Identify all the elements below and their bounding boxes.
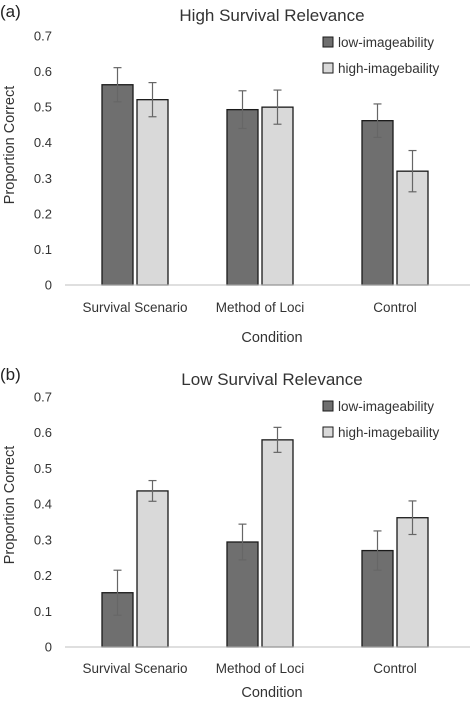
x-category-label: Control xyxy=(373,661,417,676)
y-tick-label: 0.1 xyxy=(34,242,52,257)
y-tick-label: 0.4 xyxy=(34,135,52,150)
x-category-label: Method of Loci xyxy=(216,661,305,676)
bar-high-imageability xyxy=(136,490,169,648)
legend-swatch-high xyxy=(322,62,334,74)
chart-title: High Survival Relevance xyxy=(179,6,364,25)
x-category-label: Survival Scenario xyxy=(82,300,187,315)
bar-high-imageability xyxy=(261,439,294,648)
y-tick-label: 0.7 xyxy=(34,390,52,405)
y-tick-label: 0.3 xyxy=(34,171,52,186)
y-tick-label: 0.4 xyxy=(34,497,52,512)
y-tick-label: 0.1 xyxy=(34,604,52,619)
y-axis-title: Proportion Correct xyxy=(2,446,18,564)
chart-title: Low Survival Relevance xyxy=(181,370,362,389)
bar-high-imageability xyxy=(396,517,429,648)
bar-high-imageability xyxy=(136,99,169,286)
legend-label: low-imageability xyxy=(338,399,434,414)
panel-label: (a) xyxy=(0,2,21,21)
y-tick-label: 0 xyxy=(45,278,52,293)
y-tick-label: 0.5 xyxy=(34,461,52,476)
y-tick-label: 0 xyxy=(45,640,52,655)
y-tick-label: 0.2 xyxy=(34,568,52,583)
bar-low-imageability xyxy=(361,120,394,286)
x-category-label: Survival Scenario xyxy=(82,661,187,676)
y-tick-label: 0.3 xyxy=(34,532,52,547)
bar-low-imageability xyxy=(101,84,134,286)
legend-swatch-high xyxy=(322,426,334,438)
legend-label: high-imagebaility xyxy=(338,61,440,76)
x-category-label: Control xyxy=(373,300,417,315)
x-axis-title: Condition xyxy=(241,685,302,701)
y-tick-label: 0.7 xyxy=(34,29,52,44)
panel-label: (b) xyxy=(0,365,21,384)
y-tick-label: 0.6 xyxy=(34,425,52,440)
legend-swatch-low xyxy=(322,36,334,48)
x-axis-title: Condition xyxy=(241,330,302,346)
legend-label: high-imagebaility xyxy=(338,425,440,440)
y-axis-title: Proportion Correct xyxy=(2,86,18,204)
y-tick-label: 0.6 xyxy=(34,64,52,79)
y-tick-label: 0.5 xyxy=(34,100,52,115)
chart-panel-a: (a) High Survival Relevance Proportion Cor… xyxy=(0,2,470,346)
bar-high-imageability xyxy=(261,106,294,286)
chart-panel-b: (b) Low Survival Relevance Proportion Corr… xyxy=(0,365,470,701)
x-category-label: Method of Loci xyxy=(216,300,305,315)
legend-swatch-low xyxy=(322,400,334,412)
y-tick-label: 0.2 xyxy=(34,206,52,221)
bar-low-imageability xyxy=(226,108,259,286)
legend-label: low-imageability xyxy=(338,35,434,50)
